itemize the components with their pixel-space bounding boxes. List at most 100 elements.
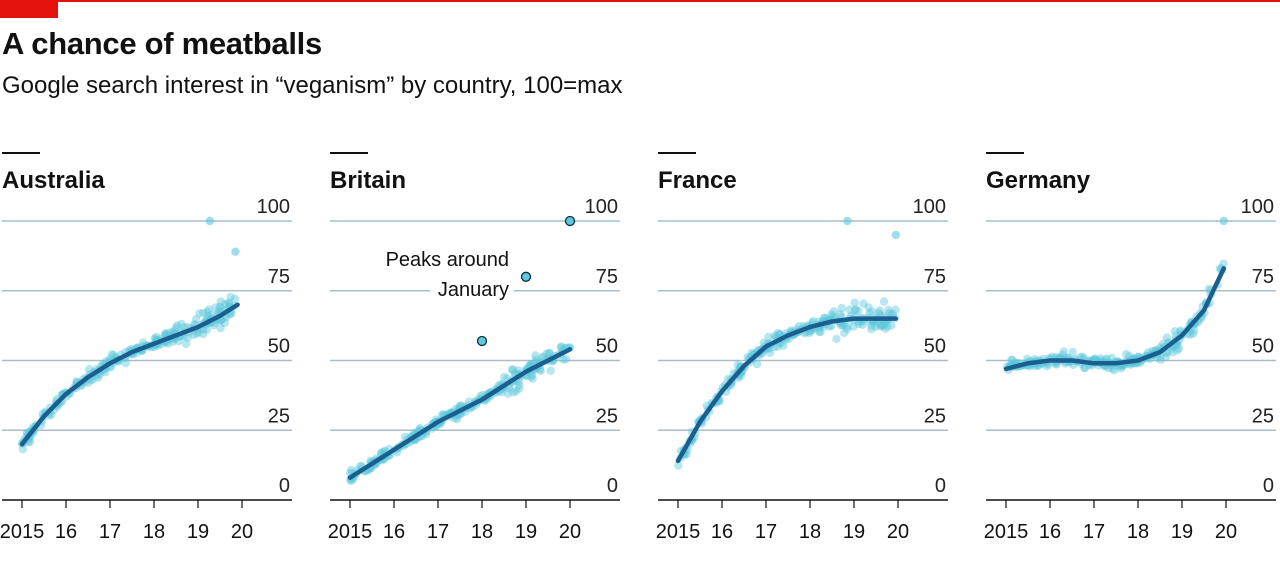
data-point [217,303,226,312]
data-point [192,329,201,338]
data-point [859,299,868,308]
data-point [538,353,547,362]
y-tick-label: 50 [268,336,290,358]
data-point [1170,327,1180,336]
data-point [1059,347,1069,356]
panel-title: Germany [986,167,1091,194]
data-point [556,342,566,351]
x-tick-label: 20 [887,521,909,543]
data-point [528,374,537,383]
data-point [752,359,762,369]
data-point [221,299,230,309]
data-point [94,373,103,382]
data-point [171,323,181,332]
data-point [864,303,873,312]
data-point [875,306,884,315]
x-tick-label: 16 [711,521,733,543]
data-point [773,328,783,338]
data-point [1219,216,1229,226]
data-point [173,321,182,330]
x-tick-label: 17 [427,521,449,543]
data-point [1122,349,1131,359]
data-point [1189,326,1199,335]
data-point [230,294,240,303]
data-point [509,388,518,397]
x-tick-label: 20 [559,521,581,543]
trend-line [1003,266,1227,372]
data-point [827,310,836,319]
data-point [526,372,536,381]
data-point [851,305,860,314]
data-point [891,230,900,240]
data-point [843,216,852,226]
data-point [189,330,198,340]
data-point [1078,353,1088,362]
data-point [836,309,845,319]
data-point [874,308,883,317]
data-point [843,324,852,334]
data-point [871,322,880,331]
data-point [815,327,824,336]
data-point [1095,354,1105,363]
data-point [557,343,566,352]
data-point [819,313,829,323]
data-point [561,354,571,364]
data-point [527,370,537,379]
panel-title: Australia [2,167,105,194]
y-tick-label: 50 [1252,336,1274,358]
data-point [199,329,208,339]
data-point [877,321,887,330]
x-tick-label: 2015 [0,521,44,543]
data-point [849,322,858,331]
data-point [216,324,225,333]
x-tick-label: 16 [383,521,405,543]
data-point [854,319,863,329]
data-point [891,305,900,314]
y-tick-label: 100 [585,196,618,218]
data-point [183,333,192,342]
chart-title: A chance of meatballs [2,26,322,61]
red-tag [0,0,58,18]
data-point [85,365,94,374]
data-point [1102,354,1111,363]
panel-title: France [658,167,737,194]
data-point [507,365,517,374]
data-point [546,366,555,375]
data-point [177,319,186,329]
data-point [879,297,889,306]
data-point [514,366,523,375]
data-point [888,309,897,319]
y-tick-label: 0 [279,475,290,497]
data-point [508,365,518,374]
data-point [544,349,554,358]
data-point [765,348,775,357]
chart-subtitle: Google search interest in “veganism” by … [2,72,623,99]
data-point [109,350,118,360]
x-tick-label: 17 [1083,521,1105,543]
x-tick-label: 17 [755,521,777,543]
data-point [1168,348,1178,357]
data-point [873,318,882,328]
data-point [867,325,876,334]
data-point [773,342,782,351]
data-point [203,307,212,317]
y-tick-label: 75 [1252,266,1274,288]
peak-point [476,335,488,347]
y-tick-label: 0 [935,475,946,497]
x-tick-label: 2015 [656,521,701,543]
trend-line [19,302,240,447]
data-point [884,309,894,318]
data-point [838,320,847,330]
data-point [531,351,540,360]
data-point [211,303,220,312]
data-point [1008,355,1017,365]
data-point [821,313,830,322]
data-point [347,465,356,475]
x-tick-label: 16 [1039,521,1061,543]
data-point [500,372,509,382]
trend-line [347,347,573,480]
data-point [764,332,773,342]
data-point [1161,352,1171,362]
data-point [836,321,846,330]
x-tick-label: 18 [799,521,821,543]
